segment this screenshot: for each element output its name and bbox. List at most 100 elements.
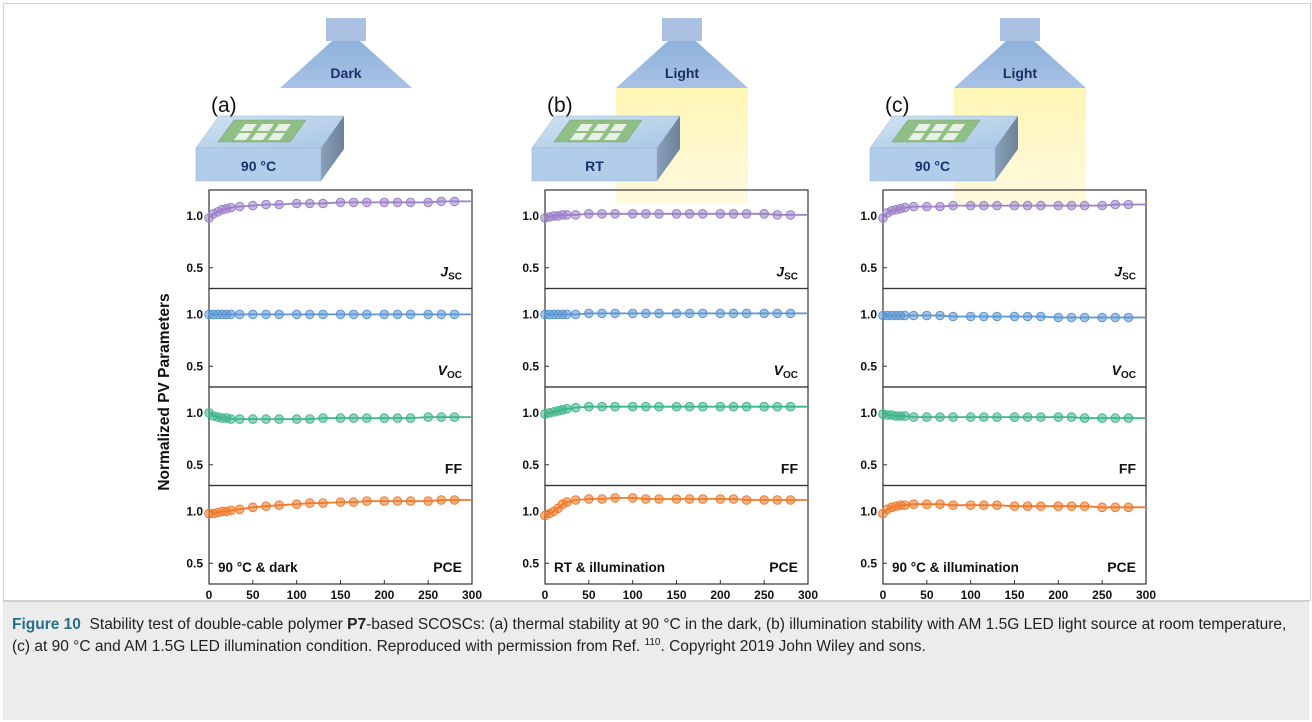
data-point: [728, 494, 739, 504]
condition-label: 90 °C & dark: [218, 560, 298, 575]
device-pixel: [925, 133, 942, 140]
data-point: [654, 308, 664, 319]
data-point: [405, 496, 416, 506]
y-tick-label: 0.5: [522, 359, 539, 373]
stage-label: 90 °C: [241, 158, 276, 174]
data-point: [1022, 200, 1033, 211]
stage-side: [995, 116, 1018, 181]
x-tick-label: 250: [1092, 588, 1112, 600]
subplot-pce: 0.5 1.0 PCE 90 °C & illumination: [860, 484, 1147, 585]
x-tick-label: 100: [287, 588, 307, 600]
figure-canvas: Normalized PV Parameters Dark 90 °C (a) 0.5…: [156, 18, 1156, 600]
panel-label: (b): [547, 94, 573, 117]
data-point: [261, 501, 271, 512]
y-tick-label: 1.0: [860, 406, 877, 420]
schematic: Dark 90 °C (a): [195, 18, 412, 182]
data-point: [1097, 312, 1107, 323]
device-pixel: [576, 124, 593, 131]
data-point: [1036, 200, 1046, 211]
data-point: [248, 200, 258, 211]
data-point: [948, 200, 958, 211]
figure-frame: Normalized PV Parameters Dark 90 °C (a) 0.5…: [3, 3, 1311, 601]
data-point: [641, 494, 651, 504]
data-point: [1079, 200, 1090, 211]
x-tick-label: 0: [880, 588, 887, 600]
data-point: [965, 311, 976, 322]
data-point: [741, 495, 752, 505]
data-point: [392, 197, 403, 208]
subplot-jsc: 0.5 1.0 JSC: [522, 189, 809, 290]
data-point: [562, 497, 572, 507]
data-point: [405, 197, 416, 208]
data-point: [362, 413, 372, 423]
data-point: [922, 201, 932, 212]
subplot-frame: [544, 189, 809, 290]
data-point: [1110, 502, 1121, 513]
caption-text-2: -based SCOSCs: (a) thermal stability at …: [12, 616, 1287, 655]
data-point: [318, 198, 328, 209]
caption-figure-label: Figure 10: [12, 616, 81, 633]
lamp-label: Light: [665, 65, 700, 81]
parameter-label: PCE: [433, 559, 462, 575]
data-point: [1036, 311, 1046, 322]
caption-text-1: Stability test of double-cable polymer: [89, 616, 348, 633]
data-point: [641, 308, 651, 319]
data-point: [715, 494, 726, 504]
data-point: [274, 199, 284, 210]
data-point: [226, 309, 236, 320]
parameter-label: FF: [781, 461, 799, 477]
y-tick-label: 1.0: [860, 504, 877, 518]
device-pixel: [570, 133, 587, 140]
data-point: [392, 413, 403, 423]
y-tick-label: 1.0: [522, 209, 539, 223]
data-point: [900, 411, 910, 421]
data-point: [274, 500, 284, 511]
data-point: [226, 414, 236, 424]
device-pixel: [257, 124, 274, 131]
x-tick-label: 100: [623, 588, 643, 600]
data-point: [1053, 412, 1064, 422]
data-point: [922, 412, 932, 422]
data-point: [1022, 501, 1033, 512]
device-pixel: [268, 133, 285, 140]
stage-front: [869, 147, 996, 182]
data-point: [671, 494, 682, 504]
data-point: [305, 198, 315, 209]
data-point: [1022, 311, 1033, 322]
data-point: [436, 196, 447, 207]
x-tick-label: 300: [462, 588, 482, 600]
condition-label: RT & illumination: [554, 560, 665, 575]
data-point: [318, 413, 328, 423]
y-tick-label: 1.0: [522, 406, 539, 420]
data-point: [234, 414, 245, 424]
data-point: [261, 199, 271, 210]
y-tick-label: 1.0: [860, 307, 877, 321]
data-point: [965, 200, 976, 211]
x-tick-label: 150: [1004, 588, 1024, 600]
data-point: [570, 495, 581, 505]
data-point: [335, 497, 346, 507]
device-pixel: [593, 124, 610, 131]
y-tick-label: 0.5: [186, 359, 203, 373]
data-point: [979, 311, 989, 322]
device-pixel: [948, 124, 965, 131]
data-point: [226, 505, 236, 516]
data-point: [772, 210, 783, 220]
data-point: [627, 401, 638, 412]
x-tick-label: 0: [206, 588, 213, 600]
data-point: [759, 495, 770, 505]
data-point: [318, 498, 328, 508]
subplot-pce: 0.5 1.0 PCE 90 °C & dark: [186, 484, 473, 585]
y-tick-label: 1.0: [522, 504, 539, 518]
data-point: [698, 308, 708, 319]
data-point: [562, 309, 572, 320]
data-point: [641, 401, 651, 412]
data-point: [908, 412, 919, 422]
data-point: [772, 308, 783, 319]
data-point: [449, 412, 460, 422]
data-point: [597, 401, 607, 412]
data-point: [1110, 312, 1121, 323]
data-point: [610, 308, 620, 319]
y-tick-label: 1.0: [186, 307, 203, 321]
data-point: [759, 401, 770, 412]
